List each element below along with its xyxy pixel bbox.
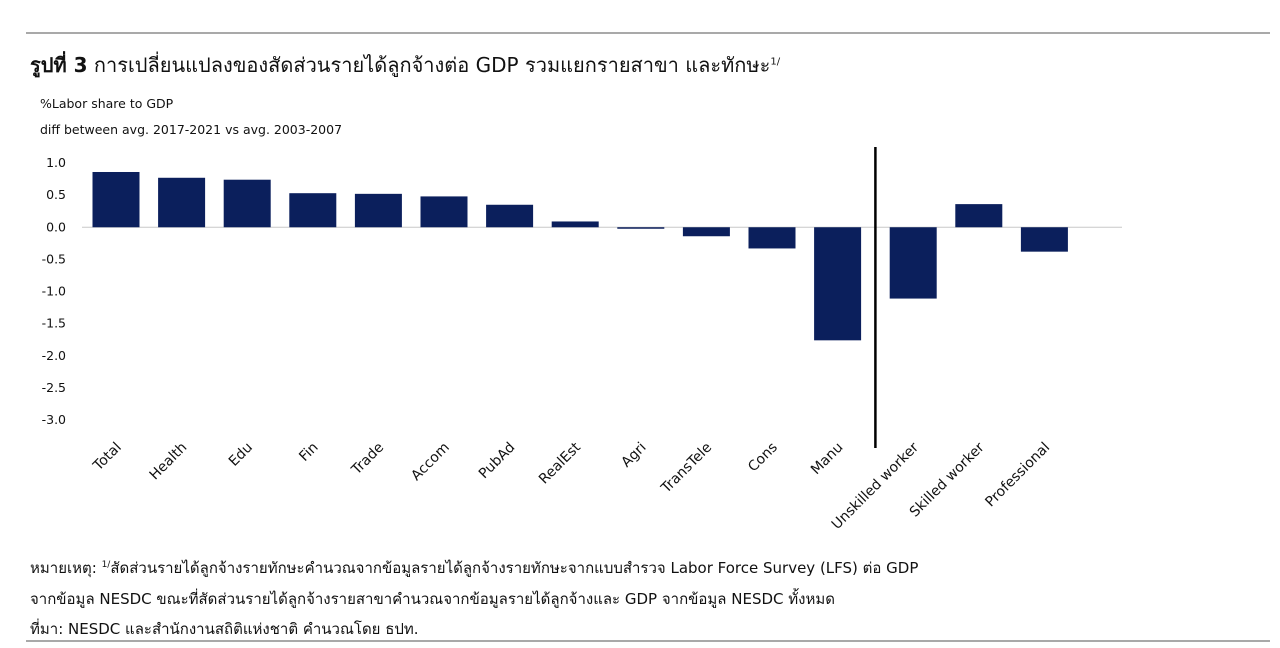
bar (617, 227, 665, 229)
top-rule (26, 32, 1270, 34)
y-tick-label: 1.0 (46, 155, 66, 170)
bar (814, 227, 862, 341)
bar (748, 227, 796, 249)
title-superscript: 1/ (770, 56, 781, 68)
bar (92, 171, 140, 228)
bar (682, 227, 730, 237)
category-label: TransTele (658, 440, 715, 497)
bar (223, 179, 271, 228)
category-label: Accom (408, 440, 453, 485)
bottom-rule (26, 640, 1270, 642)
category-label: PubAd (476, 440, 519, 483)
category-label: Cons (745, 440, 781, 476)
bar (354, 193, 402, 228)
chart-period-label: diff between avg. 2017-2021 vs avg. 2003… (40, 122, 343, 137)
category-label: Professional (982, 440, 1053, 511)
bar (1020, 227, 1068, 252)
category-label: Manu (808, 440, 846, 478)
note-line-2: จากข้อมูล NESDC ขณะที่สัดส่วนรายได้ลูกจ้… (30, 590, 836, 608)
note-superscript: 1/ (101, 560, 111, 570)
figure-title-text: การเปลี่ยนแปลงของสัดส่วนรายได้ลูกจ้างต่อ… (93, 53, 771, 77)
category-label: Health (147, 440, 191, 484)
category-label: RealEst (536, 439, 584, 487)
chart-unit-label: %Labor share to GDP (40, 96, 174, 111)
figure-title: รูปที่ 3 การเปลี่ยนแปลงของสัดส่วนรายได้ล… (30, 49, 780, 81)
y-tick-label: -1.5 (42, 316, 66, 331)
bar (158, 177, 206, 228)
source-line: ที่มา: NESDC และสำนักงานสถิติแห่งชาติ คำ… (30, 620, 419, 638)
bar (289, 193, 337, 228)
y-tick-label: 0.0 (46, 219, 66, 234)
category-label: Total (90, 440, 125, 475)
bar (889, 227, 937, 299)
y-tick-label: -2.0 (42, 348, 66, 363)
category-label: Edu (226, 440, 256, 470)
y-tick-label: -1.0 (42, 284, 66, 299)
bar (955, 204, 1003, 228)
note-text-1: สัดส่วนรายได้ลูกจ้างรายทักษะคำนวณจากข้อม… (110, 559, 919, 577)
category-label: Agri (618, 440, 649, 471)
y-tick-label: -2.5 (42, 380, 66, 395)
bar (486, 204, 534, 228)
figure-label: รูปที่ 3 (30, 53, 88, 77)
bar (420, 196, 468, 228)
y-tick-label: -3.0 (42, 412, 66, 427)
y-tick-label: 0.5 (46, 187, 66, 202)
note-line-1: หมายเหตุ: 1/สัดส่วนรายได้ลูกจ้างรายทักษะ… (30, 556, 918, 580)
y-tick-label: -0.5 (42, 251, 66, 266)
category-label: Trade (348, 440, 387, 479)
note-prefix: หมายเหตุ: (30, 559, 102, 577)
category-label: Fin (296, 440, 321, 465)
bar (551, 221, 599, 228)
